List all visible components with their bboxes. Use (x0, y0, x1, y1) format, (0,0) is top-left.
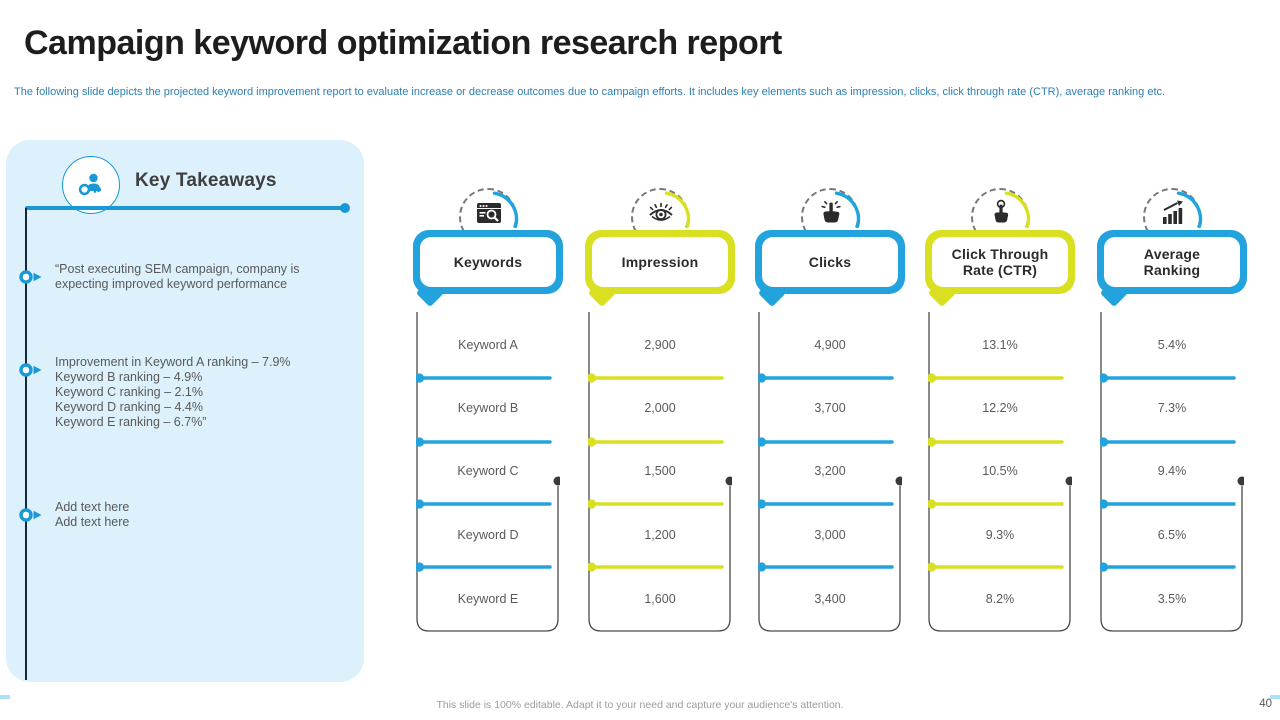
bullet-spine (25, 208, 27, 680)
table-cell: 9.4% (1157, 464, 1187, 478)
column-outline (588, 312, 732, 632)
table-cell: 10.5% (982, 464, 1018, 478)
key-takeaways-heading: Key Takeaways (135, 170, 277, 191)
column-keywords: Keywords Keyword A Keyword B Keyword C K… (413, 188, 563, 648)
table-cell: 2,000 (644, 401, 676, 415)
column-ctr: Click Through Rate (CTR) 13.1% 12.2% 10.… (925, 188, 1075, 648)
column-header-label: Average Ranking (1104, 237, 1240, 287)
column-outline (758, 312, 902, 632)
corner-accent-left (0, 695, 10, 699)
column-impression: Impression 2,900 2,000 1,500 1,200 1,600 (585, 188, 735, 648)
column-clicks: Clicks 4,900 3,700 3,200 3,000 3,400 (755, 188, 905, 648)
slide-subtitle: The following slide depicts the projecte… (14, 86, 1166, 98)
table-cell: 1,600 (644, 592, 676, 606)
column-header-label: Impression (592, 237, 728, 287)
takeaway-bullet-1: “Post executing SEM campaign, company is… (55, 262, 300, 291)
accent-arc (664, 191, 691, 229)
divider-rule (25, 206, 345, 210)
column-outline (1100, 312, 1244, 632)
table-cell: 9.3% (985, 528, 1015, 542)
table-cell: Keyword C (457, 464, 519, 478)
table-cell: 1,500 (644, 464, 676, 478)
table-cell: Keyword B (457, 401, 519, 415)
column-header-label: Click Through Rate (CTR) (932, 237, 1068, 287)
table-cell: 8.2% (985, 592, 1015, 606)
column-header-bubble: Average Ranking (1097, 230, 1247, 308)
pin-dot (553, 476, 560, 486)
key-takeaways-panel: Key Takeaways “Post executing SEM campai… (6, 140, 364, 682)
accent-arc (1004, 191, 1031, 229)
column-header-bubble: Impression (585, 230, 735, 308)
column-average-ranking: Average Ranking 5.4% 7.3% 9.4% 6.5% 3.5% (1097, 188, 1247, 648)
pin-dot (725, 476, 732, 486)
table-cell: 13.1% (982, 338, 1018, 352)
table-cell: 3,400 (814, 592, 846, 606)
column-header-bubble: Clicks (755, 230, 905, 308)
click-hand-icon (821, 200, 841, 223)
pin-dot (895, 476, 902, 486)
table-cell: 3.5% (1157, 592, 1187, 606)
corner-accent-right (1270, 695, 1280, 699)
table-cell: 12.2% (982, 401, 1018, 415)
column-outline (928, 312, 1072, 632)
pin-dot (1237, 476, 1244, 486)
table-cell: 7.3% (1157, 401, 1187, 415)
table-cell: 4,900 (814, 338, 846, 352)
tap-finger-icon (994, 199, 1009, 223)
table-cell: Keyword D (457, 528, 519, 542)
page-title: Campaign keyword optimization research r… (24, 24, 782, 62)
page-number: 40 (1259, 698, 1272, 710)
accent-arc (834, 191, 861, 229)
column-header-bubble: Click Through Rate (CTR) (925, 230, 1075, 308)
table-cell: 3,000 (814, 528, 846, 542)
column-header-label: Clicks (762, 237, 898, 287)
table-cell: 6.5% (1157, 528, 1187, 542)
bullet-arrow-icon (19, 270, 42, 284)
takeaway-bullet-2: Improvement in Keyword A ranking – 7.9% … (55, 355, 291, 429)
key-takeaways-badge (62, 156, 120, 214)
table-cell: 3,200 (814, 464, 846, 478)
footer-note: This slide is 100% editable. Adapt it to… (436, 699, 844, 711)
table-cell: 5.4% (1157, 338, 1187, 352)
table-cell: 3,700 (814, 401, 846, 415)
column-header-label: Keywords (420, 237, 556, 287)
takeaway-bullet-3: Add text here Add text here (55, 500, 130, 529)
rule-end-dot (340, 203, 350, 213)
column-outline (416, 312, 560, 632)
eye-icon (649, 202, 673, 221)
search-window-icon (477, 203, 501, 223)
table-cell: Keyword E (457, 592, 519, 606)
pin-dot (1065, 476, 1072, 486)
growth-chart-icon (1163, 200, 1183, 224)
accent-arc (492, 191, 519, 229)
accent-arc (1176, 191, 1203, 229)
bullet-arrow-icon (19, 508, 42, 522)
table-cell: 2,900 (644, 338, 676, 352)
key-person-icon (78, 173, 101, 196)
table-cell: Keyword A (458, 338, 518, 352)
table-cell: 1,200 (644, 528, 676, 542)
bullet-arrow-icon (19, 363, 42, 377)
column-header-bubble: Keywords (413, 230, 563, 308)
